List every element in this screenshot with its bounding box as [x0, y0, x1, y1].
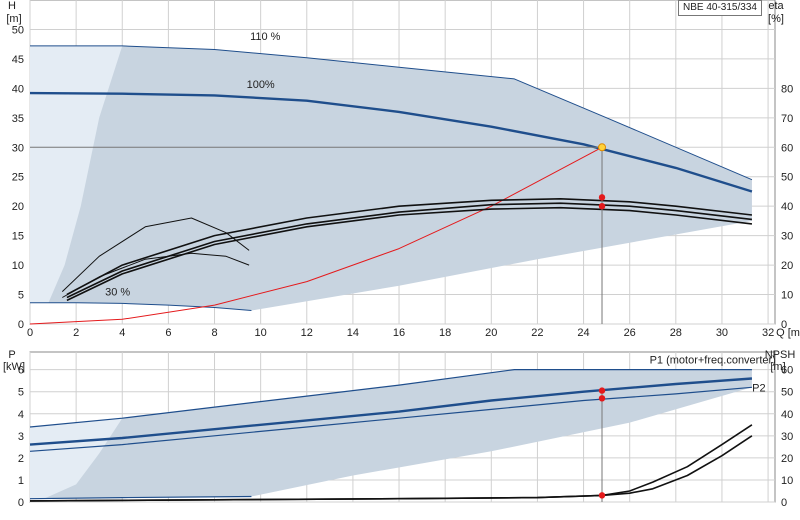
p-tick-label: 6: [18, 365, 24, 377]
y-left-tick-label: 0: [18, 319, 24, 331]
y-right-tick-label: 40: [781, 201, 793, 213]
npsh-tick-label: 20: [781, 453, 793, 465]
y-left-tick-label: 30: [12, 142, 24, 154]
p-tick-label: 0: [18, 497, 24, 509]
series-line-system-curve: [29, 146, 603, 325]
npsh-tick-label: 40: [781, 409, 793, 421]
x-tick-label: 20: [485, 327, 497, 339]
npsh-tick-label: 30: [781, 431, 793, 443]
y-left-tick-label: 40: [12, 83, 24, 95]
speed-label-30: 30 %: [105, 287, 130, 299]
top-low-speed-wedge: [30, 45, 123, 303]
eta-duty-marker: [598, 194, 606, 201]
p-tick-label: 3: [18, 431, 24, 443]
npsh-tick-label: 60: [781, 365, 793, 377]
y-right-tick-label: 80: [781, 83, 793, 95]
series-line-p1-upper: [29, 369, 752, 428]
power-duty-marker: [598, 387, 606, 394]
series-line-eta-low-1: [61, 217, 250, 292]
x-tick-label: 28: [670, 327, 682, 339]
series-line-p-30pct: [29, 495, 252, 500]
y-right-tick-label: 70: [781, 113, 793, 125]
p-axis-title: P: [8, 349, 15, 361]
series-line-npsh-b: [29, 435, 753, 502]
series-line-p2: [29, 386, 752, 452]
x-tick-label: 16: [393, 327, 405, 339]
p-tick-label: 4: [18, 409, 24, 421]
series-line-curve-110pct: [30, 45, 753, 181]
x-tick-label: 10: [255, 327, 267, 339]
y-left-axis-title: H: [8, 0, 16, 12]
npsh-tick-label: 50: [781, 387, 793, 399]
y-right-tick-label: 0: [781, 319, 787, 331]
y-right-tick-label: 50: [781, 172, 793, 184]
x-tick-label: 14: [347, 327, 359, 339]
p-tick-label: 1: [18, 475, 24, 487]
y-left-tick-label: 15: [12, 231, 24, 243]
npsh-duty-marker: [598, 492, 606, 499]
p-tick-label: 5: [18, 387, 24, 399]
x-tick-label: 22: [531, 327, 543, 339]
y-left-tick-label: 35: [12, 113, 24, 125]
y-left-tick-label: 5: [18, 290, 24, 302]
speed-label-100: 100%: [247, 79, 275, 91]
y-left-tick-label: 10: [12, 260, 24, 272]
p-axis-unit: [kW]: [3, 361, 25, 373]
series-line-curve-30pct: [30, 302, 252, 311]
x-tick-label: 6: [165, 327, 171, 339]
top-operating-area: [30, 45, 752, 311]
y-left-tick-label: 20: [12, 201, 24, 213]
x-tick-label: 30: [716, 327, 728, 339]
y-left-tick-label: 45: [12, 54, 24, 66]
x-tick-label: 2: [73, 327, 79, 339]
x-tick-label: 18: [439, 327, 451, 339]
npsh-tick-label: 10: [781, 475, 793, 487]
y-left-axis-unit: [m]: [6, 13, 21, 25]
speed-label-110: 110 %: [250, 31, 281, 43]
x-tick-label: 8: [211, 327, 217, 339]
power-duty-marker: [598, 395, 606, 402]
y-left-tick-label: 50: [12, 24, 24, 36]
y-right-axis-unit: [%]: [768, 13, 784, 25]
series-line-eta-c: [66, 206, 753, 302]
duty-point-marker: [598, 143, 607, 152]
x-tick-label: 4: [119, 327, 125, 339]
p-tick-label: 2: [18, 453, 24, 465]
y-right-tick-label: 30: [781, 231, 793, 243]
bottom-low-speed-wedge: [30, 418, 123, 499]
series-line-p1: [29, 377, 753, 446]
y-left-tick-label: 25: [12, 172, 24, 184]
x-tick-label: 32: [762, 327, 774, 339]
y-right-axis-title: eta: [768, 0, 784, 12]
x-tick-label: 24: [577, 327, 589, 339]
y-right-tick-label: 60: [781, 142, 793, 154]
x-axis-title: Q [m³/h]: [776, 327, 800, 339]
series-label-p1: P1 (motor+freq.converter): [650, 354, 776, 366]
y-right-tick-label: 10: [781, 290, 793, 302]
eta-duty-marker: [598, 202, 606, 210]
series-label-p2: P2: [752, 383, 765, 395]
x-tick-label: 26: [624, 327, 636, 339]
npsh-tick-label: 0: [781, 497, 787, 509]
series-line-curve-100pct: [29, 91, 753, 193]
npsh-axis-title: NPSH: [765, 349, 796, 361]
x-tick-label: 12: [301, 327, 313, 339]
series-line-eta-low-2: [62, 252, 250, 298]
npsh-axis-unit: [m]: [770, 361, 785, 373]
y-right-tick-label: 20: [781, 260, 793, 272]
pump-model-label: NBE 40-315/334: [678, 0, 762, 16]
series-line-eta-a: [66, 198, 753, 296]
x-tick-label: 0: [27, 327, 33, 339]
